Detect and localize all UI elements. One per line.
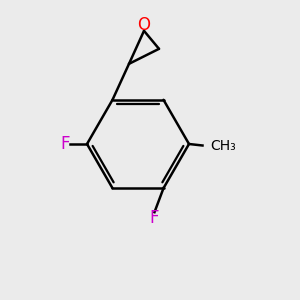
Text: CH₃: CH₃ [210, 139, 236, 152]
Text: F: F [60, 135, 70, 153]
Text: O: O [137, 16, 151, 34]
Text: F: F [150, 209, 159, 227]
